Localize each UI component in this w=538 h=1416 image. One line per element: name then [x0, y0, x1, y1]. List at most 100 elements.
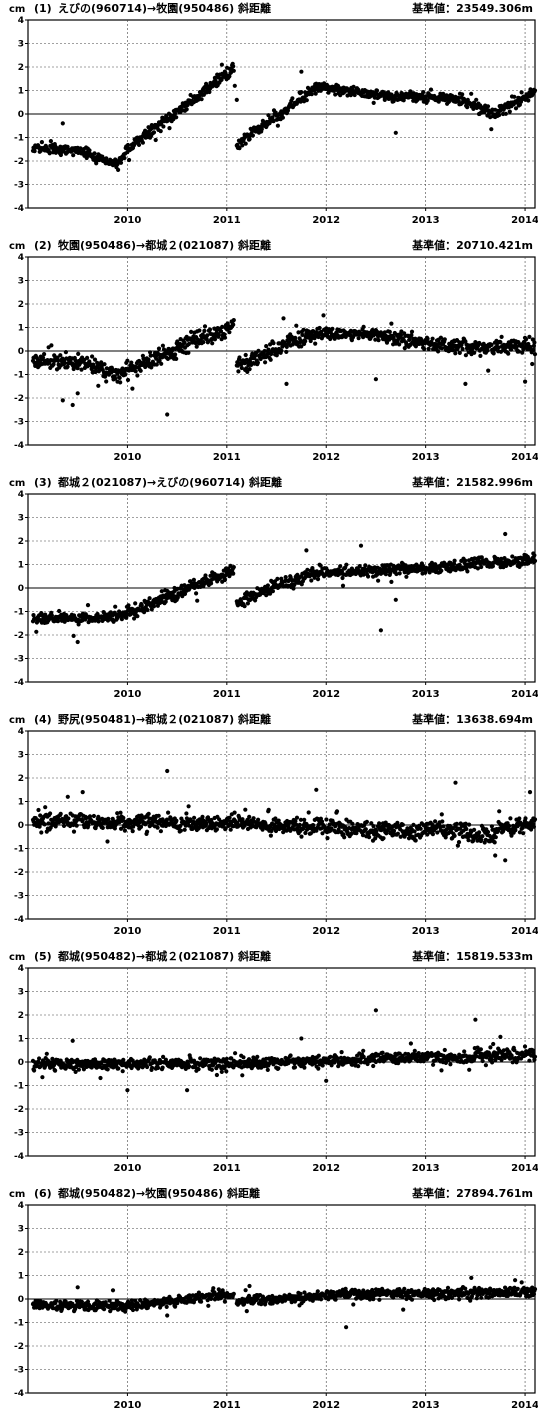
data-point [49, 613, 55, 618]
data-point [466, 838, 471, 843]
data-point [55, 355, 60, 360]
data-point [398, 333, 403, 338]
data-point [436, 99, 441, 104]
data-point [207, 327, 213, 332]
data-point [173, 352, 178, 357]
y-tick-label: -1 [14, 134, 24, 144]
data-point [58, 811, 63, 817]
data-point [130, 829, 135, 834]
data-point [477, 340, 482, 346]
data-point [232, 810, 237, 815]
data-point [133, 601, 138, 606]
data-point [122, 828, 127, 833]
data-point [373, 337, 378, 342]
data-point [532, 340, 537, 345]
data-point [178, 823, 183, 829]
data-point [158, 829, 163, 834]
data-point [309, 578, 314, 583]
data-point [275, 576, 280, 582]
data-point [503, 111, 508, 116]
data-point [366, 574, 371, 579]
y-tick-label: -1 [14, 1319, 24, 1329]
data-point [31, 613, 36, 618]
data-point [304, 98, 309, 103]
data-point [393, 597, 398, 602]
data-point [195, 598, 200, 603]
y-tick-label: -4 [14, 1389, 24, 1399]
data-point [148, 353, 153, 358]
data-point [49, 343, 54, 348]
data-point [268, 342, 273, 347]
y-tick-label: -4 [14, 204, 24, 214]
chart-panel-1: cm (1) えびの(960714)→牧園(950486) 斜距離 基準値：23549… [9, 1, 538, 226]
x-tick-label: 2011 [213, 1400, 241, 1411]
data-point [491, 351, 496, 356]
data-point [374, 88, 380, 93]
data-point [281, 316, 286, 321]
data-point [192, 815, 197, 820]
data-point [317, 325, 322, 331]
data-point [198, 1056, 203, 1061]
data-point [412, 1048, 417, 1053]
data-point [161, 124, 166, 129]
data-point [361, 1048, 366, 1053]
data-point [145, 829, 150, 834]
data-point [55, 619, 61, 624]
data-point [308, 338, 313, 344]
data-point [234, 97, 239, 102]
data-point [527, 790, 533, 795]
data-point [314, 787, 319, 792]
reference-value: 基準値：23549.306m [411, 1, 533, 15]
data-point [381, 836, 386, 841]
data-point [430, 832, 435, 837]
data-point [503, 858, 508, 863]
data-point [413, 838, 418, 843]
data-point [237, 146, 242, 151]
data-point [486, 368, 491, 373]
data-point [65, 364, 70, 369]
y-tick-label: -2 [14, 157, 24, 167]
data-point [133, 369, 138, 374]
data-point [186, 350, 191, 355]
data-point [66, 816, 71, 821]
data-point [40, 355, 46, 360]
y-tick-label: 0 [18, 821, 24, 831]
data-point [448, 560, 453, 566]
y-tick-label: 2 [18, 300, 24, 310]
data-point [70, 402, 75, 408]
y-tick-label: 4 [18, 253, 24, 263]
data-point [350, 821, 355, 826]
y-tick-label: 2 [18, 537, 24, 547]
data-point [503, 531, 508, 537]
data-point [191, 577, 196, 583]
data-point [526, 98, 531, 103]
data-point [253, 598, 258, 603]
data-point [493, 853, 498, 858]
data-point [236, 369, 241, 374]
data-point [237, 355, 242, 360]
data-point [147, 596, 152, 601]
data-point [247, 137, 252, 142]
x-tick-label: 2010 [113, 1163, 141, 1174]
data-point [231, 318, 236, 323]
data-point [404, 574, 409, 579]
data-point [532, 558, 538, 564]
data-point [74, 823, 79, 828]
data-point [182, 591, 188, 597]
x-tick-label: 2011 [213, 689, 241, 700]
data-point [284, 381, 289, 386]
data-point [344, 562, 349, 567]
data-point [334, 809, 340, 814]
data-point [75, 366, 80, 371]
data-point [165, 768, 170, 774]
data-point [126, 603, 131, 608]
data-point [147, 1055, 152, 1060]
data-point [85, 603, 91, 608]
y-tick-label: -1 [14, 1082, 24, 1092]
data-point [275, 123, 280, 128]
data-point [203, 573, 208, 578]
data-point [463, 558, 468, 563]
data-point [496, 345, 501, 350]
data-point [532, 352, 538, 357]
data-point [209, 581, 214, 586]
